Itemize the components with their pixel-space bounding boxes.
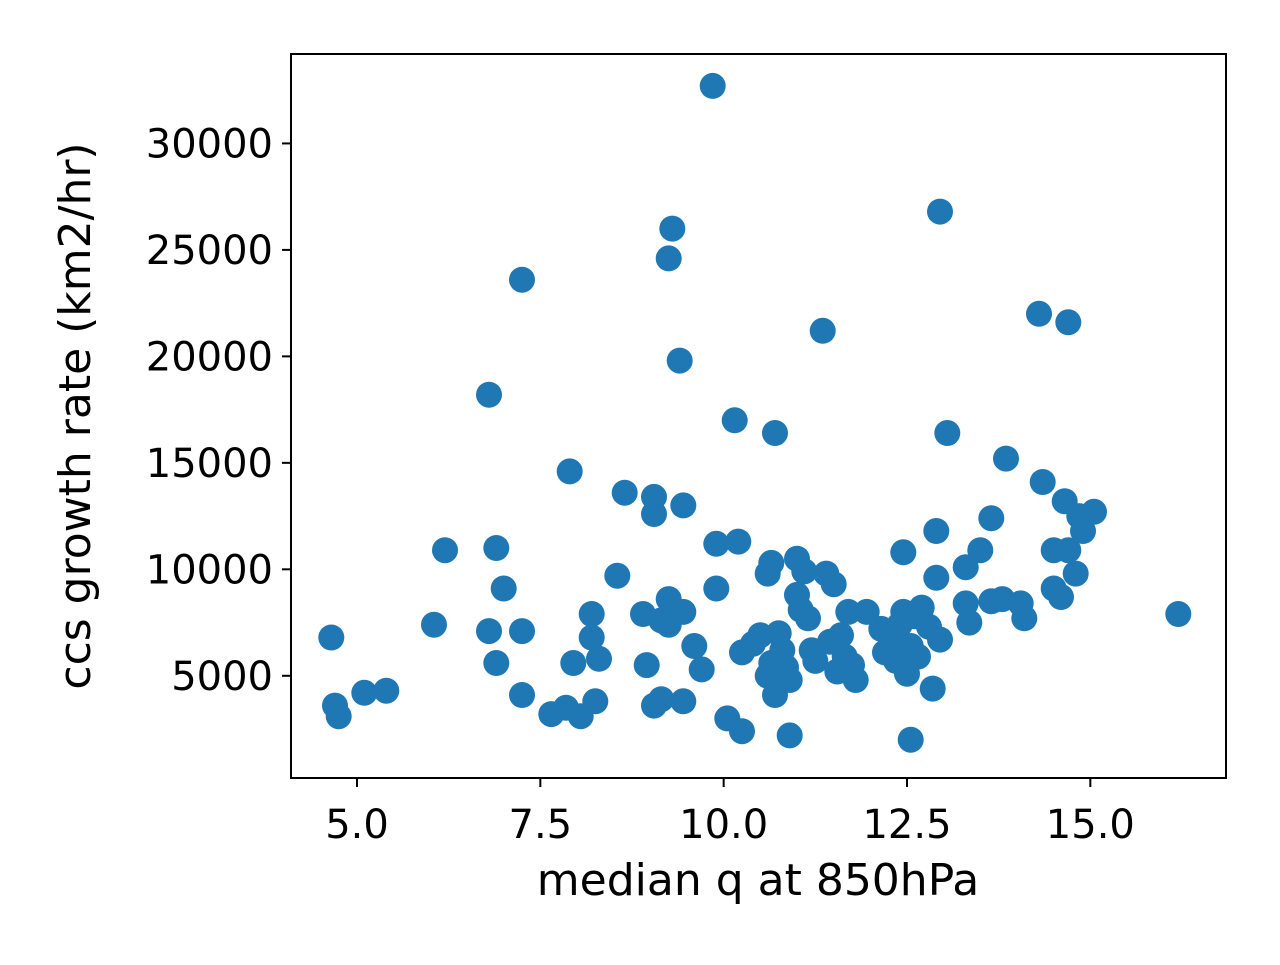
- scatter-point-40: [670, 598, 697, 625]
- scatter-point-21: [578, 624, 605, 651]
- scatter-point-25: [611, 479, 638, 506]
- scatter-point-97: [923, 518, 950, 544]
- x-axis-ticks: 5.0 7.5 10.0 12.5 15.0: [325, 778, 1135, 848]
- scatter-point-102: [952, 554, 979, 581]
- scatter-point-37: [666, 347, 693, 374]
- scatter-point-124: [1165, 601, 1192, 627]
- scatter-point-119: [1055, 537, 1082, 564]
- scatter-point-2: [325, 703, 352, 730]
- scatter-point-44: [703, 575, 730, 602]
- scatter-point-99: [927, 198, 953, 225]
- scatter-point-120: [1062, 560, 1089, 587]
- scatter-point-39: [670, 688, 697, 715]
- scatter-point-76: [828, 622, 854, 649]
- scatter-point-42: [688, 656, 715, 683]
- scatter-point-41: [681, 633, 708, 659]
- scatter-point-116: [1048, 584, 1074, 610]
- scatter-point-20: [578, 601, 605, 627]
- scatter-point-47: [721, 407, 748, 434]
- scatter-point-87: [890, 539, 917, 566]
- scatter-point-118: [1055, 309, 1082, 336]
- y-axis-ticks: 5000 10000 15000 20000 25000 30000: [146, 121, 291, 700]
- scatter-point-67: [791, 558, 818, 585]
- y-tick-label: 10000: [146, 547, 273, 593]
- scatter-point-18: [560, 650, 587, 676]
- scatter-point-0: [318, 624, 345, 651]
- scatter-point-10: [483, 650, 510, 676]
- scatter-point-29: [641, 483, 667, 510]
- x-tick-label: 5.0: [325, 802, 389, 848]
- scatter-point-9: [483, 535, 510, 561]
- scatter-point-74: [820, 571, 847, 598]
- x-tick-label: 15.0: [1046, 802, 1135, 848]
- y-tick-label: 30000: [146, 121, 273, 167]
- scatter-point-105: [967, 537, 994, 564]
- scatter-point-43: [699, 72, 726, 99]
- scatter-point-78: [835, 598, 862, 625]
- scatter-point-17: [556, 458, 583, 485]
- scatter-point-104: [956, 609, 983, 636]
- scatter-point-91: [897, 726, 924, 753]
- scatter-point-71: [809, 317, 836, 344]
- scatter-point-68: [795, 605, 821, 632]
- scatter-point-93: [905, 643, 931, 670]
- scatter-point-8: [476, 618, 502, 645]
- x-axis-label: median q at 850hPa: [537, 855, 979, 906]
- scatter-point-48: [725, 528, 752, 555]
- scatter-point-112: [1026, 300, 1052, 327]
- scatter-point-98: [923, 564, 950, 591]
- scatter-point-103: [952, 590, 979, 617]
- scatter-point-101: [934, 420, 961, 446]
- x-tick-label: 10.0: [679, 802, 768, 848]
- scatter-point-31: [648, 686, 675, 713]
- scatter-point-122: [1070, 518, 1096, 544]
- scatter-point-45: [703, 530, 730, 557]
- y-tick-label: 25000: [146, 228, 273, 274]
- y-tick-label: 5000: [171, 654, 273, 700]
- scatter-point-27: [633, 652, 660, 679]
- scatter-point-81: [853, 598, 880, 625]
- scatter-point-35: [655, 245, 682, 272]
- scatter-point-14: [509, 682, 535, 708]
- scatter-point-13: [509, 618, 535, 645]
- scatter-point-55: [758, 549, 785, 576]
- scatter-point-22: [582, 688, 609, 715]
- scatter-point-4: [373, 677, 400, 704]
- scatter-point-70: [802, 647, 829, 674]
- scatter-point-6: [432, 537, 458, 564]
- scatter-point-106: [978, 505, 1005, 532]
- scatter-points: [318, 72, 1192, 753]
- scatter-point-100: [927, 626, 953, 653]
- scatter-point-109: [993, 445, 1019, 472]
- scatter-point-123: [1081, 498, 1107, 525]
- scatter-point-7: [476, 381, 502, 408]
- scatter-point-24: [604, 562, 631, 589]
- scatter-point-63: [776, 667, 803, 693]
- x-tick-label: 12.5: [862, 802, 951, 848]
- y-tick-label: 20000: [146, 334, 273, 380]
- x-tick-label: 7.5: [509, 802, 573, 848]
- scatter-point-12: [509, 266, 535, 293]
- scatter-point-11: [490, 575, 517, 602]
- scatter-point-113: [1029, 469, 1056, 495]
- y-tick-label: 15000: [146, 441, 273, 487]
- plot-area-frame: [290, 53, 1227, 779]
- scatter-point-23: [586, 645, 612, 672]
- scatter-point-5: [421, 611, 447, 638]
- scatter-point-111: [1011, 605, 1038, 632]
- scatter-point-49: [729, 718, 755, 745]
- scatter-point-3: [351, 679, 378, 706]
- scatter-point-80: [842, 667, 869, 693]
- scatter-point-96: [919, 675, 946, 702]
- y-axis-label: ccs growth rate (km2/hr): [50, 142, 101, 689]
- scatter-point-57: [762, 420, 788, 446]
- scatter-point-36: [659, 215, 686, 242]
- scatter-point-62: [776, 722, 803, 749]
- scatter-point-38: [670, 492, 697, 519]
